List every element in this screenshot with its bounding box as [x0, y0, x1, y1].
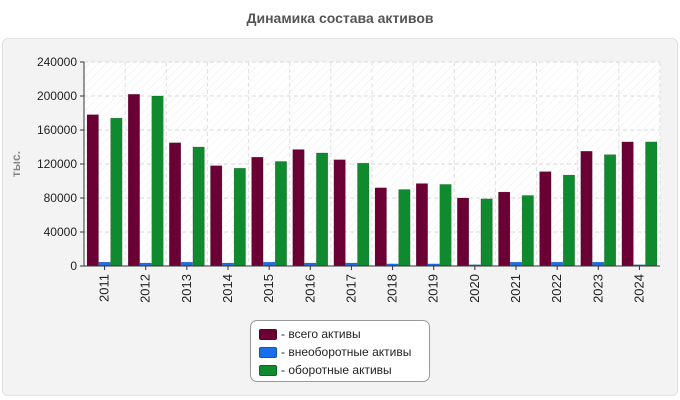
x-tick-label: 2012: [138, 274, 153, 303]
bar-3: [521, 195, 534, 267]
y-tick-label: 240000: [37, 55, 77, 69]
bar-1: [415, 183, 428, 267]
x-tick-label: 2011: [97, 274, 112, 302]
legend-item: - оборотные активы: [259, 361, 421, 379]
y-axis-label: тыс.: [9, 151, 23, 177]
legend-item: - всего активы: [259, 325, 421, 343]
x-tick-label: 2013: [179, 274, 194, 303]
x-tick-label: 2016: [302, 274, 317, 303]
x-tick-label: 2019: [426, 274, 441, 303]
bar-3: [357, 162, 370, 267]
bar-3: [604, 154, 617, 267]
x-tick-label: 2024: [631, 274, 646, 303]
chart-legend: - всего активы - внеоборотные активы - обо…: [250, 320, 430, 382]
legend-label: - внеоборотные активы: [281, 345, 412, 359]
x-tick-label: 2022: [549, 274, 564, 303]
bar-1: [127, 94, 140, 267]
y-tick-label: 200000: [37, 89, 77, 103]
bar-2: [551, 261, 564, 267]
y-tick-label: 160000: [37, 123, 77, 137]
bar-3: [439, 184, 452, 267]
legend-swatch: [259, 364, 277, 376]
bar-2: [510, 261, 522, 267]
bar-3: [316, 152, 329, 267]
legend-label: - всего активы: [281, 327, 361, 341]
bar-2: [592, 261, 605, 267]
bar-3: [233, 168, 246, 267]
x-tick-label: 2015: [261, 274, 276, 303]
x-tick-label: 2020: [467, 274, 482, 303]
y-tick-label: 40000: [44, 225, 78, 239]
legend-swatch: [259, 328, 277, 340]
bar-3: [110, 117, 123, 267]
x-tick-label: 2017: [343, 274, 358, 303]
bar-1: [251, 156, 264, 267]
bar-3: [151, 95, 164, 267]
bar-1: [539, 171, 552, 267]
bar-1: [457, 197, 470, 267]
chart-title: Динамика состава активов: [246, 10, 434, 26]
bar-1: [374, 187, 387, 267]
y-tick-label: 0: [70, 259, 77, 273]
bar-1: [498, 191, 511, 267]
bar-1: [292, 149, 305, 267]
bar-1: [333, 159, 346, 267]
y-tick-label: 120000: [37, 157, 77, 171]
y-tick-label: 80000: [44, 191, 78, 205]
x-tick-label: 2018: [385, 274, 400, 303]
bar-1: [210, 165, 223, 267]
x-tick-label: 2014: [220, 274, 235, 303]
legend-item: - внеоборотные активы: [259, 343, 421, 361]
bar-2: [98, 261, 111, 267]
bar-3: [645, 141, 658, 267]
bar-1: [621, 141, 634, 267]
bar-3: [562, 174, 575, 267]
bar-3: [480, 198, 493, 267]
bar-3: [398, 189, 411, 267]
bar-3: [274, 161, 287, 267]
bar-1: [86, 114, 99, 267]
legend-swatch: [259, 346, 277, 358]
bar-1: [169, 142, 182, 267]
x-tick-label: 2021: [508, 274, 523, 303]
x-tick-label: 2023: [590, 274, 605, 303]
bar-2: [180, 261, 193, 267]
bar-3: [192, 146, 205, 267]
bar-1: [580, 151, 593, 267]
bar-2: [263, 261, 276, 267]
legend-label: - оборотные активы: [281, 363, 392, 377]
